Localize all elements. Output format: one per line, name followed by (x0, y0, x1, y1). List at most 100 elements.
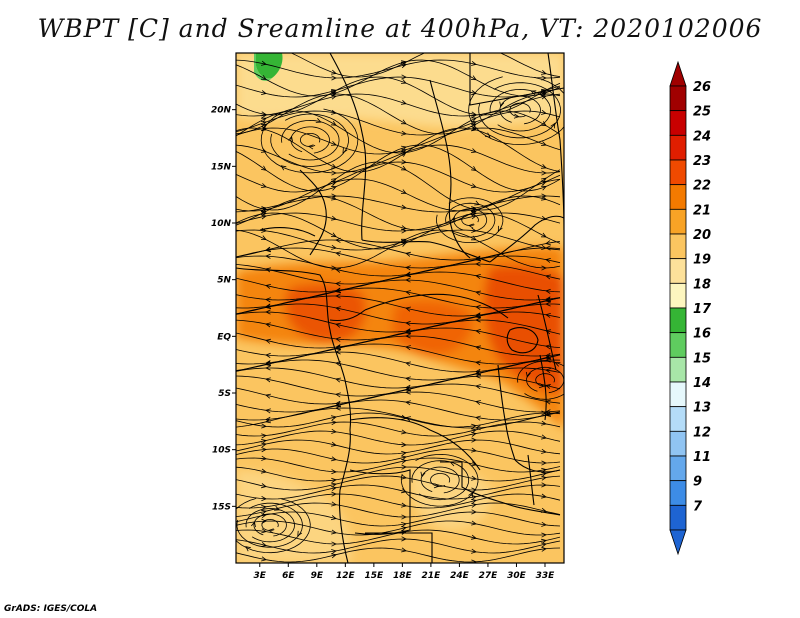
streamline (236, 287, 561, 309)
streamline (236, 110, 561, 136)
streamline-arrow (401, 414, 407, 420)
streamline-arrow (470, 75, 477, 81)
streamline-arrow (405, 272, 411, 278)
streamline (236, 547, 561, 563)
streamline-arrow (475, 415, 481, 421)
streamline-arrow (335, 237, 341, 243)
streamline-arrow (280, 165, 287, 171)
streamline-arrow (545, 288, 551, 294)
streamline-arrow (265, 322, 271, 328)
streamline-arrow (471, 559, 477, 563)
streamline-arrow (405, 265, 411, 271)
streamline (236, 144, 561, 174)
streamline-arrow (540, 141, 547, 146)
streamline-arrow (307, 144, 314, 150)
streamline (281, 119, 340, 161)
streamline-arrow (471, 113, 477, 119)
y-axis: 20N 15N 10N 5N EQ 5S 10S 15S (211, 106, 236, 512)
colorbar-label: 13 (693, 401, 711, 416)
streamline-arrow (261, 423, 267, 429)
streamline-arrow (331, 69, 337, 75)
colorbar-label: 26 (693, 80, 711, 95)
streamline-arrow (331, 486, 337, 492)
border-drc-south (349, 417, 481, 471)
colorbar: 26 25 24 23 22 21 20 19 18 17 16 15 14 13 12 11 9 7 (669, 60, 712, 556)
streamline-arrow (405, 345, 411, 351)
colorbar-label: 21 (693, 203, 711, 218)
streamline-arrow (468, 223, 474, 229)
streamline-arrow (400, 242, 407, 247)
streamline (236, 263, 561, 285)
streamline-arrow (261, 41, 266, 45)
streamline-arrow (471, 165, 477, 172)
streamline (236, 195, 561, 213)
streamline (236, 430, 561, 446)
streamline (253, 513, 287, 537)
streamline-arrow (470, 123, 477, 129)
streamline (245, 508, 295, 543)
streamline-arrow (265, 352, 271, 358)
streamline-arrow (545, 245, 551, 251)
streamline-arrow (541, 460, 547, 466)
streamline-arrow (331, 549, 337, 555)
streamline-arrow (541, 177, 547, 183)
streamline-arrow (315, 118, 322, 123)
streamline-arrow (331, 501, 337, 507)
streamline-arrow (545, 274, 551, 280)
wbpt-core-23-central (392, 300, 473, 356)
streamline-arrow (541, 91, 547, 97)
streamline-arrow (541, 542, 547, 548)
streamline-arrow (401, 60, 407, 66)
streamline (236, 110, 561, 154)
streamline-arrow (550, 122, 556, 129)
streamline (236, 493, 561, 509)
colorbar-swatch (669, 233, 687, 260)
streamline-arrow (405, 389, 411, 395)
streamline-arrow (245, 546, 251, 552)
x-tick-label: 3E (254, 571, 267, 581)
streamline-arrow (541, 482, 547, 488)
streamline-arrow (261, 455, 267, 461)
streamline (236, 520, 561, 536)
streamline-arrow (331, 170, 337, 176)
streamline (236, 538, 561, 554)
streamline (430, 473, 451, 487)
streamline-arrow (401, 74, 407, 80)
streamline-arrow (541, 448, 547, 454)
colorbar-label: 14 (693, 376, 711, 391)
x-tick-label: 21E (422, 571, 442, 581)
streamline-arrow (401, 145, 407, 151)
streamline (261, 518, 279, 531)
streamline-arrow (541, 170, 547, 176)
streamline-arrow (261, 513, 267, 519)
y-tick-label: 15S (212, 502, 231, 512)
streamline-arrow (475, 329, 481, 335)
streamline-arrow (261, 468, 267, 474)
streamline-arrow (554, 362, 561, 367)
streamline-arrow (261, 442, 267, 448)
streamline-arrow (331, 469, 337, 475)
streamline-arrow (471, 520, 477, 526)
border-kenya (537, 294, 557, 371)
streamline-arrow (541, 532, 547, 538)
colorbar-label: 25 (693, 105, 711, 120)
streamline-arrow (545, 301, 551, 307)
streamline-arrow (265, 408, 271, 414)
streamline (236, 383, 561, 405)
country-borders (236, 53, 564, 563)
streamline-arrow (331, 482, 337, 488)
streamline-arrow (331, 428, 337, 434)
colorbar-swatch (669, 110, 687, 136)
streamline-arrow (261, 556, 267, 562)
streamline (260, 108, 359, 174)
streamline-arrow (261, 165, 267, 171)
colorbar-label: 11 (693, 450, 711, 465)
colorbar-label: 22 (693, 179, 711, 194)
streamline-arrow (265, 253, 271, 259)
streamline-arrow (471, 423, 477, 429)
streamline-arrow (265, 360, 271, 366)
streamline (445, 202, 496, 238)
lake-malawi (527, 454, 535, 506)
streamline-arrow (265, 309, 271, 315)
streamline-arrow (471, 431, 477, 437)
